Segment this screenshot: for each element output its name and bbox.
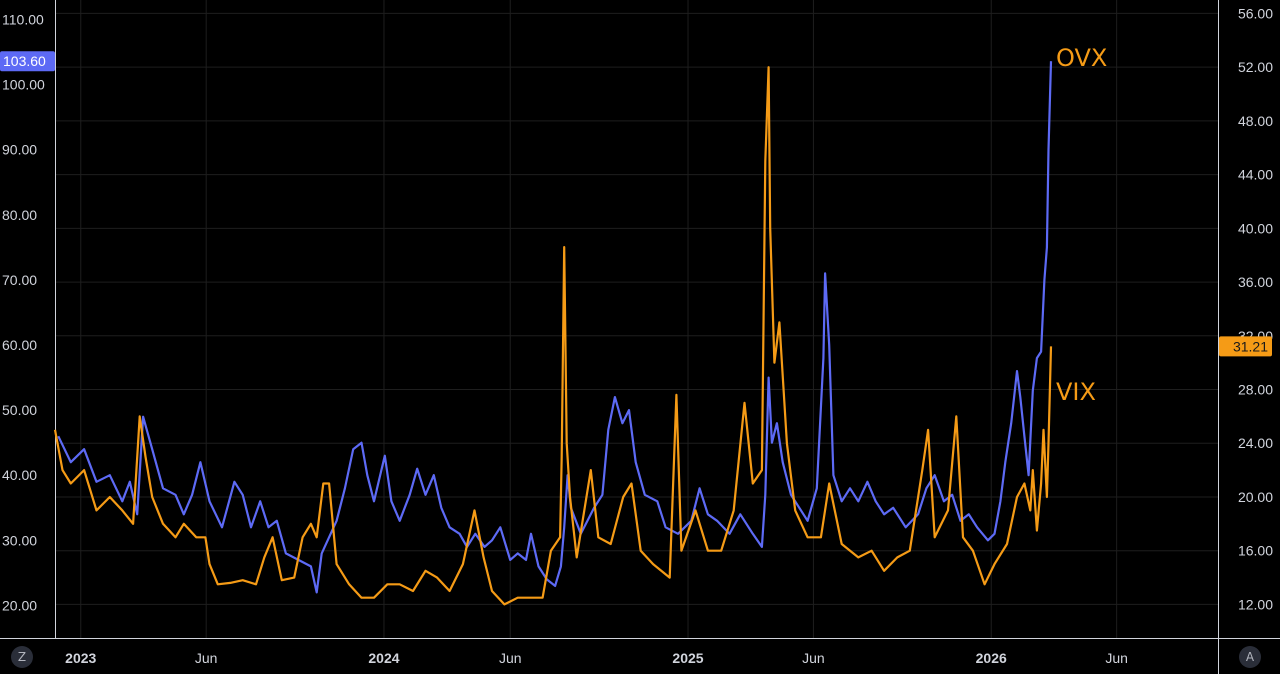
series-line-ovx <box>57 61 1053 594</box>
x-tick-label: 2025 <box>672 650 703 666</box>
x-tick-label: Jun <box>499 650 522 666</box>
right-tick-label: 28.00 <box>1238 382 1273 398</box>
right-tick-label: 40.00 <box>1238 220 1273 236</box>
right-tick-label: 36.00 <box>1238 274 1273 290</box>
series-layer <box>53 61 1053 606</box>
auto-scale-button[interactable]: A <box>1239 646 1261 668</box>
right-axis: 12.0016.0020.0024.0028.0032.0036.0040.00… <box>1238 5 1273 612</box>
x-tick-label: 2024 <box>368 650 399 666</box>
right-tick-label: 16.00 <box>1238 543 1273 559</box>
right-tick-label: 56.00 <box>1238 5 1273 21</box>
left-tick-label: 20.00 <box>2 597 37 613</box>
left-tick-label: 70.00 <box>2 272 37 288</box>
left-tick-label: 40.00 <box>2 467 37 483</box>
left-tick-label: 60.00 <box>2 337 37 353</box>
left-tick-label: 110.00 <box>2 12 44 28</box>
left-tick-label: 100.00 <box>2 77 45 93</box>
left-tick-label: 30.00 <box>2 532 37 548</box>
left-tick-label: 80.00 <box>2 207 37 223</box>
last-value-tag-vix <box>1219 336 1272 357</box>
annotation-vix: VIX <box>1056 378 1096 406</box>
left-tick-label: 50.00 <box>2 402 37 418</box>
last-value-tags: 103.60 31.21 <box>0 51 1272 357</box>
x-tick-label: Jun <box>1105 650 1128 666</box>
left-axis: 20.00 30.00 40.00 50.00 60.00 70.00 80.00 90.00… <box>2 12 45 614</box>
x-tick-label: Jun <box>195 650 218 666</box>
right-tick-label: 44.00 <box>1238 167 1273 183</box>
series-line-vix <box>53 66 1053 606</box>
x-tick-label: 2026 <box>976 650 1007 666</box>
x-axis: 2023 Jun 2024 Jun 2025 Jun 2026 Jun <box>65 650 1128 666</box>
left-tick-label: 90.00 <box>2 142 37 158</box>
last-value-label-vix: 31.21 <box>1233 338 1268 354</box>
x-tick-label: 2023 <box>65 650 96 666</box>
right-tick-label: 12.00 <box>1238 596 1273 612</box>
right-tick-label: 48.00 <box>1238 113 1273 129</box>
last-value-tag-ovx <box>0 51 55 72</box>
last-value-label-ovx: 103.60 <box>3 53 46 69</box>
right-tick-label: 20.00 <box>1238 489 1273 505</box>
annotation-ovx: OVX <box>1056 44 1107 72</box>
right-tick-label: 24.00 <box>1238 435 1273 451</box>
x-tick-label: Jun <box>802 650 825 666</box>
right-tick-label: 52.00 <box>1238 59 1273 75</box>
timezone-button[interactable]: Z <box>11 646 33 668</box>
